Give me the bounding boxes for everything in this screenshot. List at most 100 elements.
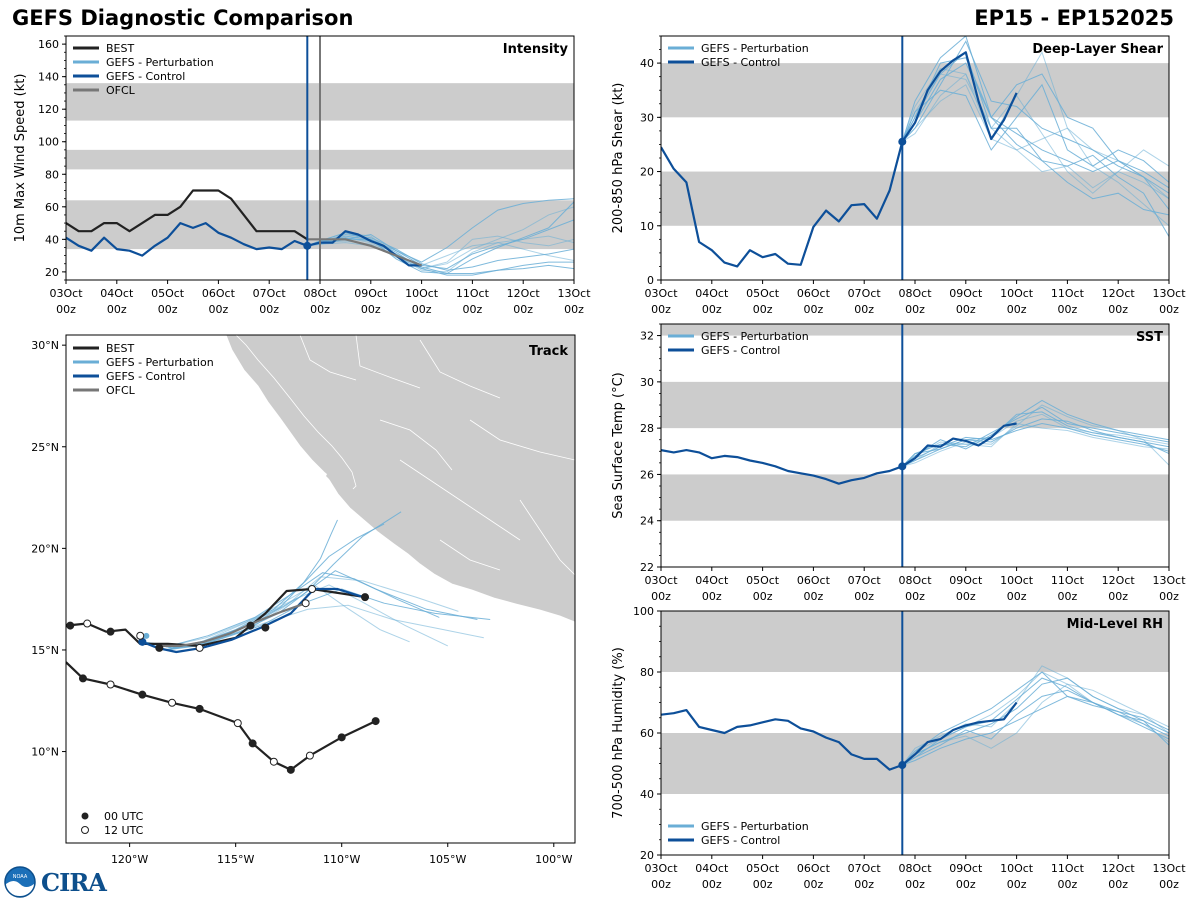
track-panel: 120°W 115°W 110°W 105°W 100°W 10°N 15°N 20°N 25°… <box>31 334 576 866</box>
ensemble-member-line <box>902 422 1169 467</box>
x-tick-label: 120°W <box>111 853 148 866</box>
x-tick-label: 00z <box>107 303 127 316</box>
noaa-logo-badge: NOAA <box>13 874 28 880</box>
ensemble-track-line <box>142 519 338 651</box>
x-tick-label: 09Oct <box>949 862 983 875</box>
best-00utc-marker <box>78 674 87 683</box>
legend-label: OFCL <box>106 84 136 97</box>
x-tick-label: 04Oct <box>695 574 729 587</box>
x-tick-label: 00z <box>1058 878 1078 891</box>
control-line <box>66 222 422 267</box>
best-12utc-marker <box>301 599 310 608</box>
ensemble-member-line <box>901 671 1169 766</box>
y-tick-label: 20 <box>640 166 654 179</box>
x-tick-label: 00z <box>310 303 330 316</box>
x-tick-label: 00z <box>651 878 671 891</box>
x-tick-label: 00z <box>702 878 722 891</box>
border-line <box>519 499 575 576</box>
best-00utc-marker <box>248 739 257 748</box>
ensemble-member-line <box>902 695 1169 766</box>
y-tick-label: 40 <box>640 788 654 801</box>
x-tick-label: 00z <box>56 303 76 316</box>
legend-label: GEFS - Perturbation <box>106 356 214 369</box>
y-tick-label: 100 <box>633 605 654 618</box>
legend-label: GEFS - Perturbation <box>106 56 214 69</box>
legend-label: GEFS - Perturbation <box>701 42 809 55</box>
x-tick-label: 00z <box>1007 878 1027 891</box>
x-tick-label: 00z <box>905 878 925 891</box>
x-tick-label: 08Oct <box>898 574 932 587</box>
y-tick-label: 25°N <box>31 441 59 454</box>
y-tick-label: 30°N <box>31 339 59 352</box>
track-axes: 120°W 115°W 110°W 105°W 100°W 10°N 15°N 20°N 25°… <box>31 339 572 866</box>
y-axis-label: 200-850 hPa Shear (kt) <box>611 83 626 234</box>
x-tick-label: 00z <box>1108 590 1128 603</box>
legend-label: GEFS - Control <box>701 344 780 357</box>
x-tick-label: 12Oct <box>507 287 541 300</box>
y-tick-label: 15°N <box>31 644 59 657</box>
x-tick-label: 00z <box>651 590 671 603</box>
best-12utc-marker <box>136 631 145 640</box>
utc-marker-legend: 00 UTC 12 UTC <box>81 810 144 837</box>
x-tick-label: 00z <box>804 303 824 316</box>
shaded-band <box>661 381 1169 429</box>
storm-id-title: EP15 - EP152025 <box>974 6 1174 30</box>
best-00utc-marker <box>138 690 147 699</box>
ensemble-member-line <box>901 83 1169 183</box>
x-tick-label: 11Oct <box>1051 574 1085 587</box>
panel-title: SST <box>1136 330 1163 345</box>
y-axis-label: 700-500 hPa Humidity (%) <box>611 647 626 819</box>
cira-logo: NOAA CIRA <box>4 866 107 898</box>
best-00utc-marker <box>195 704 204 713</box>
y-tick-label: 10°N <box>31 746 59 759</box>
y-tick-label: 30 <box>640 376 654 389</box>
x-tick-label: 00z <box>1108 303 1128 316</box>
x-tick-label: 09Oct <box>949 574 983 587</box>
legend-label: OFCL <box>106 384 136 397</box>
x-tick-label: 00z <box>956 303 976 316</box>
x-tick-label: 00z <box>1007 303 1027 316</box>
ensemble-member-line <box>901 683 1169 766</box>
x-tick-label: 00z <box>854 590 874 603</box>
y-axis-label: 10m Max Wind Speed (kt) <box>13 74 28 243</box>
x-tick-label: 00z <box>1108 878 1128 891</box>
control-line <box>661 422 1017 485</box>
y-tick-label: 80 <box>640 666 654 679</box>
x-tick-label: 12Oct <box>1102 862 1136 875</box>
best-00utc-marker <box>361 593 370 602</box>
plot-area <box>66 36 574 280</box>
x-tick-label: 00z <box>905 303 925 316</box>
x-tick-label: 00z <box>1058 590 1078 603</box>
track-frame <box>65 334 576 844</box>
x-tick-label: 07Oct <box>253 287 287 300</box>
x-tick-label: 11Oct <box>456 287 490 300</box>
x-tick-label: 00z <box>1159 590 1179 603</box>
best-12utc-marker <box>308 585 317 593</box>
x-tick-label: 05Oct <box>746 862 780 875</box>
ensemble-member-line <box>307 235 574 270</box>
x-tick-label: 11Oct <box>1051 862 1085 875</box>
border-line <box>355 335 421 389</box>
border-line <box>419 339 501 399</box>
x-tick-label: 03Oct <box>644 287 678 300</box>
legend-12utc-marker <box>81 826 89 834</box>
y-tick-label: 60 <box>640 727 654 740</box>
sst-panel: 22 24 26 28 30 32 03Oct 00z 04Oct 00z 05Oct 00z 06Oc… <box>611 323 1186 603</box>
x-tick-label: 00z <box>956 590 976 603</box>
ensemble-track-line <box>142 572 440 647</box>
ensemble-member-line <box>901 62 1169 237</box>
plot-area <box>661 36 1169 280</box>
x-tick-label: 100°W <box>535 853 572 866</box>
y-tick-label: 160 <box>38 38 59 51</box>
border-line <box>299 335 357 381</box>
x-tick-label: 00z <box>564 303 584 316</box>
shaded-band <box>661 733 1169 794</box>
plot-area <box>661 324 1169 567</box>
y-tick-label: 40 <box>640 57 654 70</box>
y-tick-label: 26 <box>640 468 654 481</box>
ensemble-member-line <box>902 677 1169 766</box>
x-tick-label: 03Oct <box>644 574 678 587</box>
cira-logo-text: CIRA <box>41 867 107 897</box>
x-tick-label: 10Oct <box>405 287 439 300</box>
x-tick-label: 13Oct <box>557 287 591 300</box>
